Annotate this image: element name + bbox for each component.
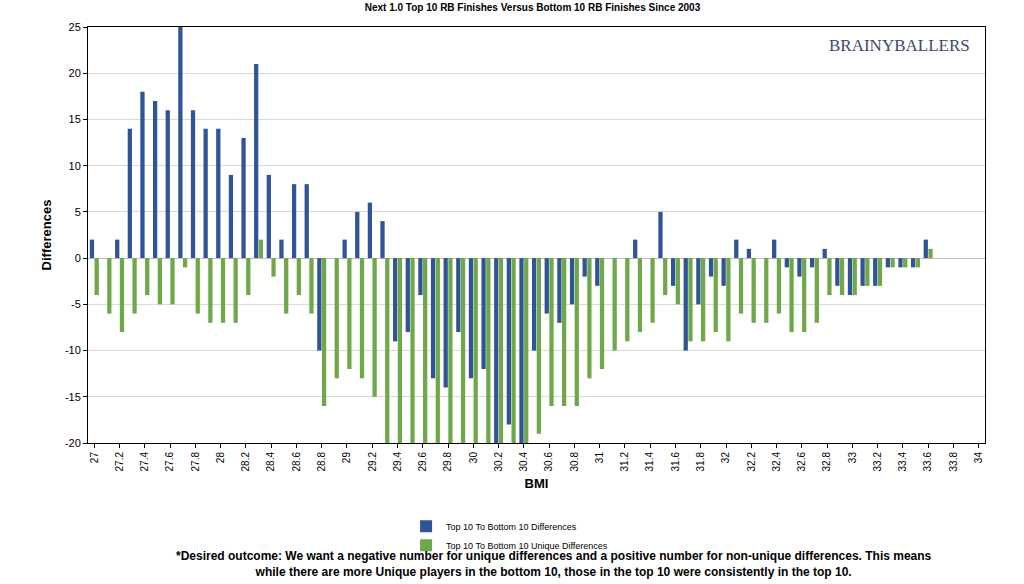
svg-text:20: 20 — [69, 67, 81, 79]
svg-text:31.6: 31.6 — [670, 452, 681, 472]
svg-text:33.8: 33.8 — [948, 452, 959, 472]
svg-text:BMI: BMI — [525, 476, 549, 491]
svg-text:27: 27 — [89, 452, 100, 464]
svg-text:27.4: 27.4 — [139, 452, 150, 472]
svg-text:Differences: Differences — [39, 200, 54, 271]
svg-text:32.6: 32.6 — [796, 452, 807, 472]
svg-text:33: 33 — [847, 452, 858, 464]
svg-text:29.2: 29.2 — [367, 452, 378, 472]
svg-text:29.4: 29.4 — [392, 452, 403, 472]
svg-text:-20: -20 — [65, 437, 81, 449]
svg-text:32.2: 32.2 — [746, 452, 757, 472]
svg-text:Top 10 To Bottom 10 Difference: Top 10 To Bottom 10 Differences — [446, 522, 577, 532]
svg-text:31.2: 31.2 — [619, 452, 630, 472]
svg-text:31.8: 31.8 — [695, 452, 706, 472]
svg-text:29.8: 29.8 — [442, 452, 453, 472]
svg-text:33.2: 33.2 — [872, 452, 883, 472]
svg-text:30: 30 — [468, 452, 479, 464]
svg-text:27.2: 27.2 — [114, 452, 125, 472]
svg-text:27.8: 27.8 — [190, 452, 201, 472]
svg-text:10: 10 — [69, 160, 81, 172]
svg-text:28.2: 28.2 — [240, 452, 251, 472]
svg-text:5: 5 — [75, 206, 81, 218]
svg-text:-15: -15 — [65, 391, 81, 403]
svg-text:BRAINYBALLERS: BRAINYBALLERS — [829, 36, 970, 55]
svg-text:28.8: 28.8 — [316, 452, 327, 472]
svg-text:31.4: 31.4 — [644, 452, 655, 472]
svg-text:34: 34 — [973, 452, 984, 464]
svg-text:30.8: 30.8 — [569, 452, 580, 472]
svg-text:0: 0 — [75, 252, 81, 264]
svg-text:25: 25 — [69, 21, 81, 33]
svg-text:Next 1.0 Top 10 RB Finishes Ve: Next 1.0 Top 10 RB Finishes Versus Botto… — [365, 2, 701, 13]
svg-text:29.6: 29.6 — [417, 452, 428, 472]
svg-text:29: 29 — [341, 452, 352, 464]
svg-text:15: 15 — [69, 113, 81, 125]
svg-text:Top 10 To Bottom 10 Unique Dif: Top 10 To Bottom 10 Unique Differences — [446, 541, 608, 551]
svg-text:31: 31 — [594, 452, 605, 464]
svg-text:-10: -10 — [65, 344, 81, 356]
svg-text:30.2: 30.2 — [493, 452, 504, 472]
svg-text:-5: -5 — [71, 298, 81, 310]
svg-text:*Desired outcome: We want a ne: *Desired outcome: We want a negative num… — [176, 549, 932, 579]
svg-text:28.4: 28.4 — [265, 452, 276, 472]
svg-text:32: 32 — [720, 452, 731, 464]
svg-text:32.8: 32.8 — [821, 452, 832, 472]
svg-text:33.6: 33.6 — [922, 452, 933, 472]
svg-text:30.4: 30.4 — [518, 452, 529, 472]
svg-text:33.4: 33.4 — [897, 452, 908, 472]
svg-text:30.6: 30.6 — [543, 452, 554, 472]
svg-text:32.4: 32.4 — [771, 452, 782, 472]
svg-text:28: 28 — [215, 452, 226, 464]
svg-text:27.6: 27.6 — [164, 452, 175, 472]
svg-text:28.6: 28.6 — [291, 452, 302, 472]
